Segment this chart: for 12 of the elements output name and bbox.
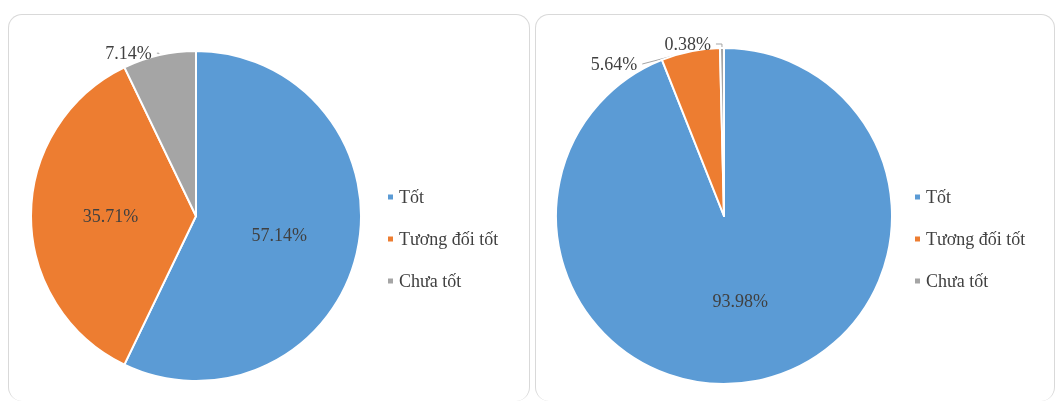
legend-label: Chưa tốt: [399, 271, 462, 291]
data-label: 57.14%: [251, 225, 308, 246]
data-label: 5.64%: [590, 54, 638, 75]
data-label: 93.98%: [712, 291, 769, 312]
legend-label: Chưa tốt: [926, 271, 989, 291]
data-label: 35.71%: [82, 205, 139, 226]
legend-label: Tương đối tốt: [926, 229, 1026, 249]
data-label: 0.38%: [664, 34, 711, 55]
legend-label: Tương đối tốt: [399, 229, 499, 249]
data-label: 7.14%: [105, 43, 152, 64]
legend-label: Tốt: [926, 187, 951, 207]
legend-label: Tốt: [399, 187, 424, 207]
